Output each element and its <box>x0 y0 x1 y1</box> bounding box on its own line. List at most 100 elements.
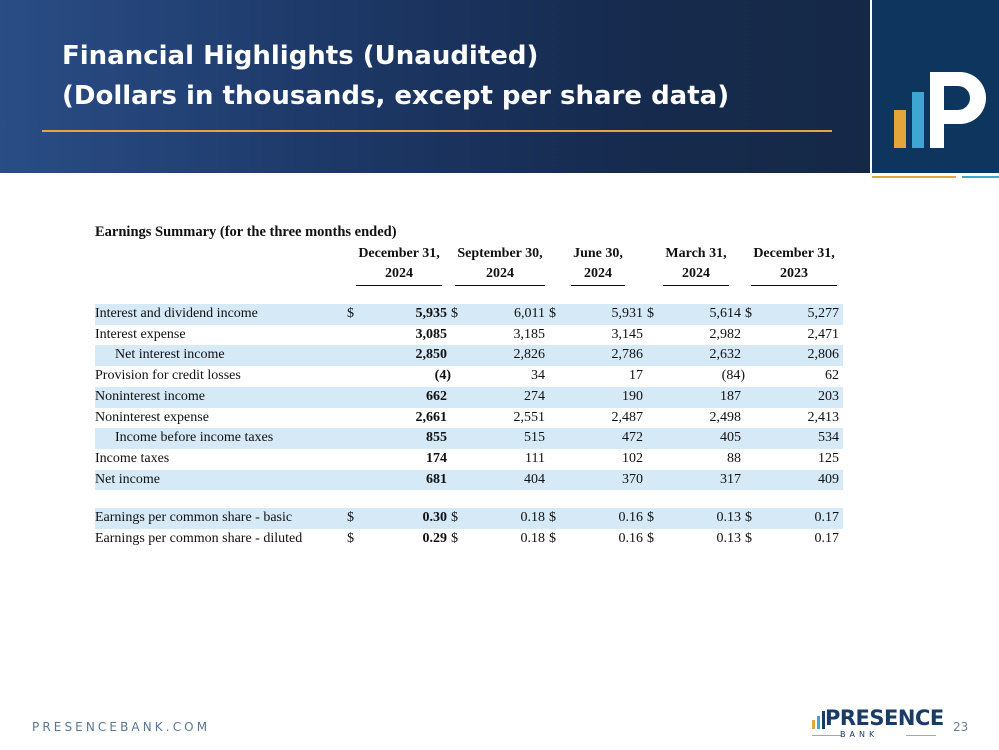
presence-bars-icon <box>812 711 825 729</box>
currency-symbol: $ <box>549 508 565 530</box>
value-dec-2024: 681 <box>363 469 451 491</box>
value-sep-2024: 0.18 <box>467 508 549 530</box>
table-caption: Earnings Summary (for the three months e… <box>95 224 397 240</box>
page-number: 23 <box>953 720 969 734</box>
table-row: Earnings per common share - diluted $ 0.… <box>95 529 843 550</box>
value-sep-2024: 34 <box>531 368 545 384</box>
value-mar-2024: 88 <box>727 450 741 466</box>
earnings-table: Earnings Summary (for the three months e… <box>95 222 843 550</box>
value-dec-2023: 203 <box>761 386 843 408</box>
value-dec-2024: (4) <box>434 368 451 384</box>
column-header-2: September 30, 2024 <box>451 242 549 286</box>
column-header-4: March 31, 2024 <box>647 242 745 286</box>
value-dec-2024: 855 <box>363 428 451 449</box>
currency-symbol: $ <box>549 531 556 547</box>
value-jun-2024: 0.16 <box>565 508 647 530</box>
value-mar-2024: 0.13 <box>716 531 742 547</box>
table-row: Net interest income 2,850 2,826 2,786 2,… <box>95 345 843 367</box>
table-row: Income taxes 174 111 102 88 125 <box>95 449 843 470</box>
value-jun-2024: 2,487 <box>611 409 644 425</box>
value-sep-2024: 0.18 <box>520 531 546 547</box>
row-label: Provision for credit losses <box>95 368 241 384</box>
row-label: Noninterest expense <box>95 409 209 425</box>
row-label: Net interest income <box>95 345 347 367</box>
value-jun-2024: 102 <box>622 450 643 466</box>
table-row: Noninterest expense 2,661 2,551 2,487 2,… <box>95 408 843 429</box>
value-dec-2023: 2,471 <box>807 326 840 342</box>
value-mar-2024: 405 <box>663 428 745 449</box>
value-jun-2024: 3,145 <box>611 326 644 342</box>
column-header-row: December 31, 2024 September 30, 2024 June … <box>95 242 843 286</box>
currency-symbol: $ <box>745 531 752 547</box>
table-row: Interest and dividend income $ 5,935 $ 6… <box>95 304 843 325</box>
value-dec-2023: 125 <box>818 450 839 466</box>
header-logo-box <box>872 0 999 173</box>
value-mar-2024: 2,982 <box>709 326 742 342</box>
table-row: Net income 681 404 370 317 409 <box>95 469 843 491</box>
table-row: Provision for credit losses (4) 34 17 (8… <box>95 366 843 387</box>
table-row: Earnings per common share - basic $ 0.30… <box>95 508 843 530</box>
column-header-1: December 31, 2024 <box>347 242 451 286</box>
value-mar-2024: 2,632 <box>663 345 745 367</box>
currency-symbol: $ <box>647 531 654 547</box>
row-label: Income taxes <box>95 450 170 466</box>
currency-symbol: $ <box>451 304 467 325</box>
row-label: Interest and dividend income <box>95 304 347 325</box>
value-dec-2023: 5,277 <box>761 304 843 325</box>
value-mar-2024: 317 <box>663 469 745 491</box>
currency-symbol: $ <box>451 508 467 530</box>
table-row: Noninterest income 662 274 190 187 203 <box>95 386 843 408</box>
value-dec-2023: 62 <box>825 368 839 384</box>
value-dec-2024: 2,661 <box>415 409 448 425</box>
currency-symbol: $ <box>347 531 354 547</box>
slide-header: Financial Highlights (Unaudited) (Dollar… <box>0 0 870 173</box>
value-jun-2024: 472 <box>565 428 647 449</box>
footer-logo-word: PRESENCE <box>825 706 944 730</box>
value-mar-2024: (84) <box>721 368 745 384</box>
currency-symbol: $ <box>745 508 761 530</box>
footer-website: PRESENCEBANK.COM <box>32 720 211 734</box>
slide-title: Financial Highlights (Unaudited) (Dollar… <box>62 36 729 116</box>
column-header-3: June 30, 2024 <box>549 242 647 286</box>
row-label: Interest expense <box>95 326 186 342</box>
value-sep-2024: 515 <box>467 428 549 449</box>
currency-symbol: $ <box>549 304 565 325</box>
value-sep-2024: 3,185 <box>513 326 546 342</box>
value-dec-2024: 3,085 <box>415 326 448 342</box>
value-dec-2023: 534 <box>761 428 843 449</box>
table-row: Income before income taxes 855 515 472 4… <box>95 428 843 449</box>
title-line-2: (Dollars in thousands, except per share … <box>62 81 730 111</box>
value-sep-2024: 274 <box>467 386 549 408</box>
title-line-1: Financial Highlights (Unaudited) <box>62 41 539 71</box>
currency-symbol: $ <box>451 531 458 547</box>
table-row: Interest expense 3,085 3,185 3,145 2,982… <box>95 325 843 346</box>
value-jun-2024: 17 <box>629 368 643 384</box>
value-dec-2023: 2,413 <box>807 409 840 425</box>
value-sep-2024: 404 <box>467 469 549 491</box>
corner-accent-blue <box>962 176 999 178</box>
presence-bank-p-mark-icon <box>894 72 986 148</box>
row-label: Income before income taxes <box>95 428 347 449</box>
value-dec-2024: 2,850 <box>363 345 451 367</box>
value-dec-2023: 2,806 <box>761 345 843 367</box>
currency-symbol: $ <box>647 304 663 325</box>
footer-logo-sub: BANK <box>840 730 879 739</box>
value-jun-2024: 370 <box>565 469 647 491</box>
value-dec-2024: 0.29 <box>422 531 448 547</box>
row-label: Net income <box>95 469 347 491</box>
value-sep-2024: 2,551 <box>513 409 546 425</box>
value-dec-2024: 0.30 <box>363 508 451 530</box>
row-label: Earnings per common share - diluted <box>95 531 303 547</box>
value-sep-2024: 111 <box>525 450 545 466</box>
value-dec-2024: 174 <box>426 450 447 466</box>
value-mar-2024: 0.13 <box>663 508 745 530</box>
currency-symbol: $ <box>745 304 761 325</box>
value-mar-2024: 187 <box>663 386 745 408</box>
value-dec-2023: 409 <box>761 469 843 491</box>
value-mar-2024: 5,614 <box>663 304 745 325</box>
value-dec-2023: 0.17 <box>761 508 843 530</box>
currency-symbol: $ <box>347 304 363 325</box>
value-sep-2024: 6,011 <box>467 304 549 325</box>
value-dec-2024: 5,935 <box>363 304 451 325</box>
currency-symbol: $ <box>347 508 363 530</box>
